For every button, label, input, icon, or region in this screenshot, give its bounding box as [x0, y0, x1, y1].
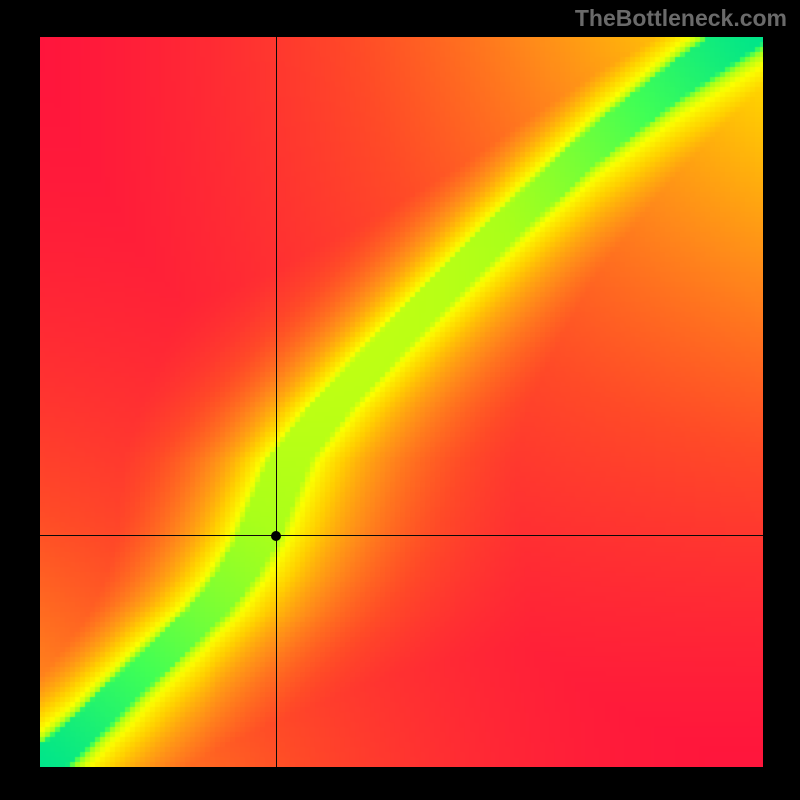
image-root: TheBottleneck.com — [0, 0, 800, 800]
crosshair-horizontal — [40, 535, 763, 536]
crosshair-vertical — [276, 37, 277, 767]
crosshair-point — [271, 531, 281, 541]
heatmap-canvas — [40, 37, 763, 767]
watermark-text: TheBottleneck.com — [575, 5, 787, 32]
heatmap-plot-area — [40, 37, 763, 767]
